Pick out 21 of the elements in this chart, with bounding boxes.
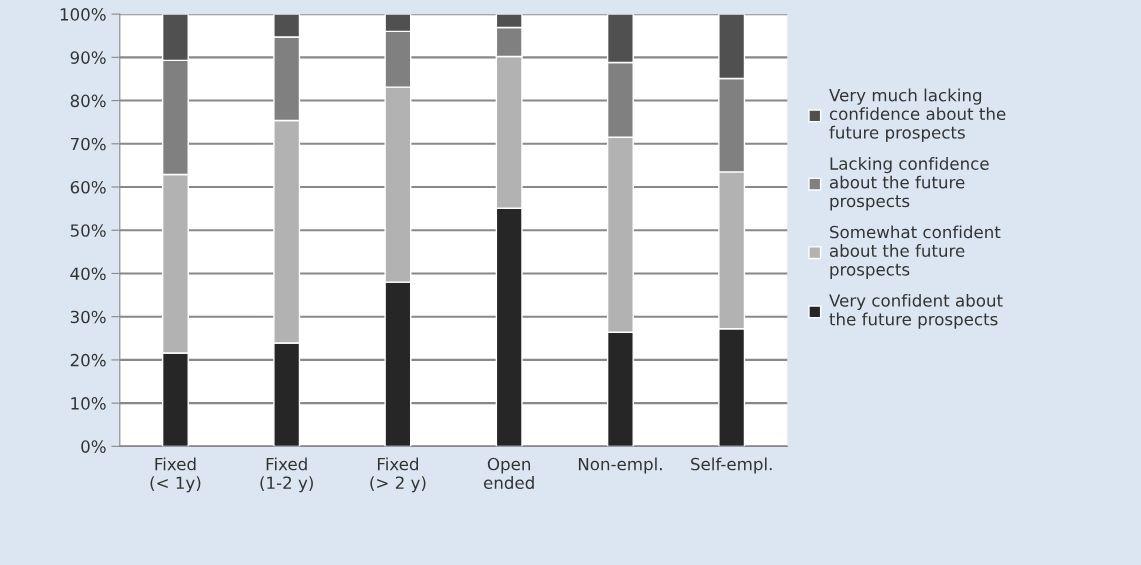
y-tick-label: 80% (70, 94, 106, 108)
y-tick-label: 100% (60, 8, 106, 21)
y-tick-label: 20% (70, 353, 106, 367)
y-tick-label: 0% (81, 440, 106, 453)
x-tick-label: Fixed (< 1y) (150, 457, 201, 493)
x-tick-label: Fixed (> 2 y) (370, 457, 426, 493)
y-tick-label: 60% (70, 180, 106, 194)
legend-label: Lacking confidence about the future prospects (829, 157, 989, 211)
x-tick-label: Fixed (1-2 y) (260, 457, 313, 493)
legend-label: Very much lacking confidence about the future prospects (829, 88, 1006, 142)
x-tick-label: Self-empl. (691, 457, 772, 474)
x-tick-label: Non-empl. (578, 457, 662, 474)
y-tick-label: 40% (70, 267, 106, 281)
y-tick-label: 90% (70, 51, 106, 64)
legend-label: Very confident about the future prospects (829, 293, 1003, 329)
legend-label: Somewhat confident about the future prospects (829, 225, 1001, 279)
y-tick-label: 50% (70, 224, 106, 237)
x-tick-label: Open ended (483, 457, 534, 490)
y-tick-label: 10% (71, 397, 106, 410)
y-tick-label: 70% (70, 137, 106, 151)
y-tick-label: 30% (70, 310, 106, 324)
